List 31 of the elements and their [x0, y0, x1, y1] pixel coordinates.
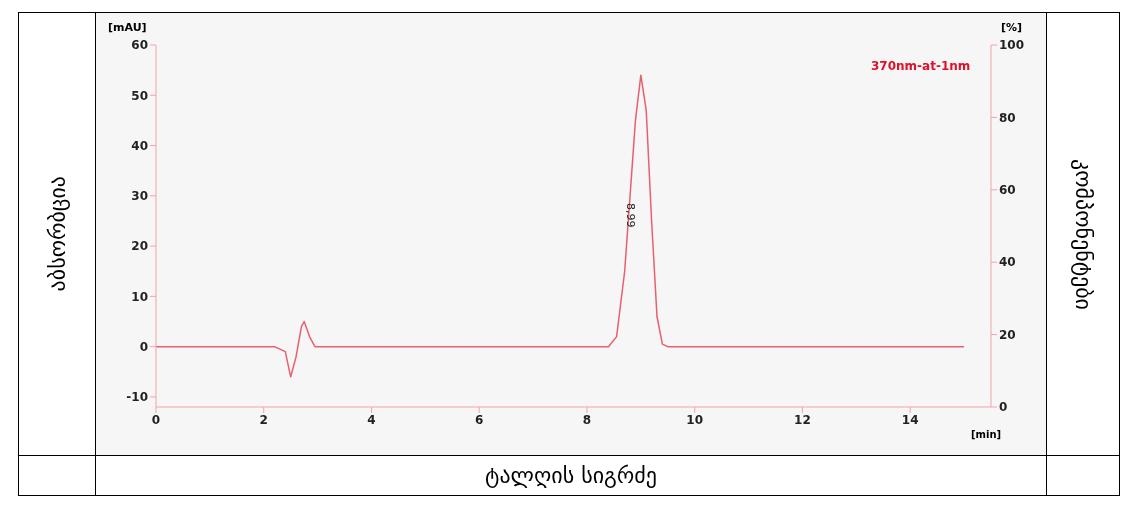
- x-tick-label: 8: [582, 412, 592, 427]
- y-tick-label: 20: [131, 239, 148, 254]
- y2-axis-title: კომპონენტები: [1070, 158, 1096, 310]
- y-tick-label: 60: [131, 38, 148, 53]
- y2-tick-label: 60: [999, 183, 1016, 198]
- y2-tick-label: 20: [999, 327, 1016, 342]
- y-tick-label: 50: [131, 88, 148, 103]
- text: [mAU]: [108, 21, 147, 34]
- x-axis-title: ტალღის სიგრძე: [95, 455, 1047, 496]
- y-tick-label: 0: [139, 339, 148, 354]
- y-tick-label: 30: [131, 189, 148, 204]
- x-tick-label: 12: [794, 412, 811, 427]
- y2-tick-label: 80: [999, 110, 1016, 125]
- line-series: [156, 74, 965, 378]
- annotation: 370nm-at-1nm: [871, 59, 971, 73]
- text: [min]: [971, 429, 1002, 440]
- x-tick-label: 4: [367, 412, 376, 427]
- y-tick-label: 40: [131, 138, 148, 153]
- x-tick-label: 0: [151, 412, 161, 427]
- x-tick-label: 14: [901, 412, 919, 427]
- x-tick-label: 6: [475, 412, 484, 427]
- y2-tick-label: 40: [999, 255, 1016, 270]
- y-axis-title: აბსორბცია: [44, 176, 70, 292]
- y-tick-label: -10: [126, 390, 148, 405]
- y2-tick-label: 100: [999, 38, 1025, 53]
- x-tick-label: 2: [259, 412, 268, 427]
- y-tick-label: 10: [131, 289, 148, 304]
- x-tick-label: 10: [686, 412, 704, 427]
- y2-tick-label: 0: [999, 400, 1008, 415]
- annotation: 8,99: [624, 203, 637, 228]
- text: [%]: [1001, 21, 1023, 34]
